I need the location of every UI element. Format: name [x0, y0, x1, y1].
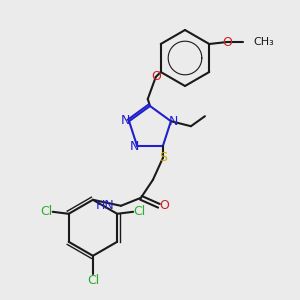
Text: O: O [159, 199, 169, 212]
Text: N: N [120, 114, 130, 127]
Text: N: N [169, 115, 178, 128]
Text: Cl: Cl [133, 205, 145, 218]
Text: N: N [129, 140, 139, 153]
Text: S: S [159, 151, 167, 164]
Text: O: O [222, 35, 232, 49]
Text: Cl: Cl [40, 205, 53, 218]
Text: O: O [151, 70, 161, 83]
Text: Cl: Cl [87, 274, 99, 287]
Text: HN: HN [96, 199, 115, 212]
Text: CH₃: CH₃ [253, 37, 274, 47]
